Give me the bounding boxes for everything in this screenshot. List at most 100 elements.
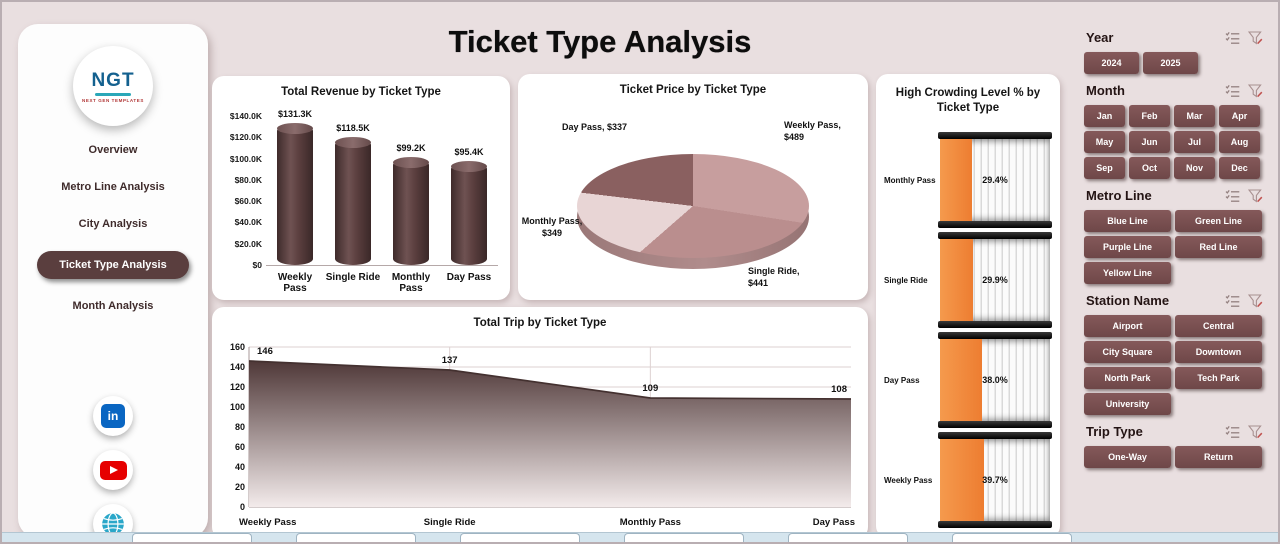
y-axis-tick-label: $60.0K bbox=[234, 196, 262, 207]
bar-value-label: $131.3K bbox=[277, 109, 313, 120]
linkedin-icon[interactable]: in bbox=[93, 396, 133, 436]
filter-option-button[interactable]: 2024 bbox=[1084, 52, 1139, 74]
y-axis-tick-label: $40.0K bbox=[234, 217, 262, 228]
bar-value-label: $95.4K bbox=[454, 147, 484, 158]
filter-section-year: Year 2024 2025 bbox=[1084, 30, 1266, 74]
filter-section-trip-type: Trip Type One-Way Return bbox=[1084, 424, 1266, 468]
pie[interactable] bbox=[577, 154, 809, 258]
filter-options-trip-type: One-Way Return bbox=[1084, 446, 1266, 468]
crowding-chart-title: High Crowding Level % by Ticket Type bbox=[895, 87, 1041, 114]
pie-data-label: Weekly Pass, $489 bbox=[784, 120, 841, 142]
bar-cylinder[interactable] bbox=[451, 161, 487, 265]
gauge-monthly-pass[interactable]: 29.4% bbox=[938, 132, 1052, 228]
sidebar-item-metro-line-analysis[interactable]: Metro Line Analysis bbox=[61, 181, 165, 193]
youtube-icon[interactable] bbox=[93, 450, 133, 490]
filter-option-button[interactable]: University bbox=[1084, 393, 1171, 415]
bar-cylinder[interactable] bbox=[393, 157, 429, 265]
social-links: in bbox=[18, 396, 208, 542]
gauge-body: 38.0% bbox=[940, 339, 1050, 421]
filter-option-button[interactable]: Green Line bbox=[1175, 210, 1262, 232]
sheet-tab[interactable] bbox=[788, 533, 908, 542]
filter-option-button[interactable]: Sep bbox=[1084, 157, 1125, 179]
filter-option-button[interactable]: Blue Line bbox=[1084, 210, 1171, 232]
filter-title-year: Year bbox=[1086, 30, 1114, 45]
filter-option-button[interactable]: Jan bbox=[1084, 105, 1125, 127]
filter-option-button[interactable]: Purple Line bbox=[1084, 236, 1171, 258]
gauge-cap-bottom bbox=[938, 321, 1052, 328]
filter-option-button[interactable]: Apr bbox=[1219, 105, 1260, 127]
x-axis-category-label: Weekly Pass bbox=[277, 272, 313, 294]
filter-option-button[interactable]: 2025 bbox=[1143, 52, 1198, 74]
gauge-row: Single Ride 29.9% bbox=[884, 232, 1052, 328]
gauge-value-label: 29.4% bbox=[982, 175, 1008, 185]
clear-filter-icon[interactable] bbox=[1247, 83, 1264, 98]
filter-option-button[interactable]: City Square bbox=[1084, 341, 1171, 363]
filter-title-station-name: Station Name bbox=[1086, 293, 1170, 308]
logo-swoosh bbox=[95, 92, 131, 96]
filter-options-month: Jan Feb Mar Apr May Jun Jul Aug Sep Oct Nov Dec bbox=[1084, 105, 1266, 179]
clear-filter-icon[interactable] bbox=[1247, 30, 1264, 45]
filter-option-button[interactable]: Airport bbox=[1084, 315, 1171, 337]
sheet-tab[interactable] bbox=[460, 533, 580, 542]
filter-option-button[interactable]: Tech Park bbox=[1175, 367, 1262, 389]
filter-option-button[interactable]: Yellow Line bbox=[1084, 262, 1171, 284]
filter-option-button[interactable]: Return bbox=[1175, 446, 1262, 468]
clear-filter-icon[interactable] bbox=[1247, 424, 1264, 439]
y-axis-tick-label: 160 bbox=[230, 342, 245, 352]
sidebar-item-ticket-type-analysis[interactable]: Ticket Type Analysis bbox=[37, 251, 189, 279]
filter-header-metro-line: Metro Line bbox=[1086, 188, 1264, 203]
filter-option-button[interactable]: North Park bbox=[1084, 367, 1171, 389]
gauge-weekly-pass[interactable]: 39.7% bbox=[938, 432, 1052, 528]
filter-option-button[interactable]: Nov bbox=[1174, 157, 1215, 179]
gauge-day-pass[interactable]: 38.0% bbox=[938, 332, 1052, 428]
sidebar-item-overview[interactable]: Overview bbox=[88, 144, 138, 156]
sheet-tab[interactable] bbox=[952, 533, 1072, 542]
trip-plot: 0 20 40 60 80 100 120 140 160 146 137 109 108 Weekly … bbox=[230, 342, 855, 528]
sheet-tab[interactable] bbox=[132, 533, 252, 542]
bar-cylinder[interactable] bbox=[277, 123, 313, 265]
filter-option-button[interactable]: Aug bbox=[1219, 131, 1260, 153]
sidebar-item-city-analysis[interactable]: City Analysis bbox=[78, 218, 148, 230]
filter-option-button[interactable]: One-Way bbox=[1084, 446, 1171, 468]
clear-filter-icon[interactable] bbox=[1247, 188, 1264, 203]
multiselect-icon[interactable] bbox=[1225, 31, 1241, 45]
y-axis-tick-label: 80 bbox=[235, 422, 245, 432]
bar-value-label: $99.2K bbox=[396, 143, 426, 154]
sheet-tab[interactable] bbox=[624, 533, 744, 542]
filter-option-button[interactable]: Jun bbox=[1129, 131, 1170, 153]
sheet-tab[interactable] bbox=[296, 533, 416, 542]
filter-title-month: Month bbox=[1086, 83, 1125, 98]
linkedin-badge: in bbox=[101, 404, 125, 428]
filter-option-button[interactable]: Dec bbox=[1219, 157, 1260, 179]
bar-column: $99.2K Monthly Pass bbox=[382, 116, 440, 294]
pie-data-label: Day Pass, $337 bbox=[562, 122, 628, 132]
filter-options-year: 2024 2025 bbox=[1084, 52, 1266, 74]
gauge-category-label: Single Ride bbox=[884, 275, 928, 285]
filter-option-button[interactable]: Red Line bbox=[1175, 236, 1262, 258]
filter-header-month: Month bbox=[1086, 83, 1264, 98]
filter-option-button[interactable]: May bbox=[1084, 131, 1125, 153]
x-axis-category-label: Single Ride bbox=[424, 517, 476, 528]
logo-subtext: NEXT GEN TEMPLATES bbox=[82, 97, 144, 103]
multiselect-icon[interactable] bbox=[1225, 84, 1241, 98]
sidebar-item-month-analysis[interactable]: Month Analysis bbox=[72, 300, 154, 312]
multiselect-icon[interactable] bbox=[1225, 189, 1241, 203]
gauge-cap-top bbox=[938, 432, 1052, 439]
clear-filter-icon[interactable] bbox=[1247, 293, 1264, 308]
area-data-label: 137 bbox=[442, 355, 458, 366]
filter-option-button[interactable]: Mar bbox=[1174, 105, 1215, 127]
filter-option-button[interactable]: Feb bbox=[1129, 105, 1170, 127]
logo-text: NGT bbox=[91, 69, 135, 91]
multiselect-icon[interactable] bbox=[1225, 425, 1241, 439]
filter-option-button[interactable]: Oct bbox=[1129, 157, 1170, 179]
gauge-single-ride[interactable]: 29.9% bbox=[938, 232, 1052, 328]
area-series[interactable] bbox=[249, 361, 851, 507]
filter-option-button[interactable]: Central bbox=[1175, 315, 1262, 337]
area-data-label: 109 bbox=[642, 383, 658, 394]
filter-option-button[interactable]: Downtown bbox=[1175, 341, 1262, 363]
bar-column: $131.3K Weekly Pass bbox=[266, 109, 324, 294]
filter-option-button[interactable]: Jul bbox=[1174, 131, 1215, 153]
bar-cylinder[interactable] bbox=[335, 136, 371, 265]
y-axis-tick-label: $20.0K bbox=[234, 238, 262, 249]
multiselect-icon[interactable] bbox=[1225, 294, 1241, 308]
